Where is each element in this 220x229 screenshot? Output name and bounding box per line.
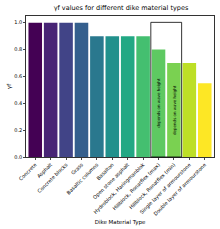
svg-text:Hydroblock, Haringmanblok: Hydroblock, Haringmanblok (92, 161, 146, 215)
svg-text:0.2: 0.2 (14, 127, 22, 133)
svg-text:0.0: 0.0 (14, 154, 22, 160)
svg-text:0.8: 0.8 (14, 46, 22, 52)
svg-text:Asphalt: Asphalt (36, 162, 54, 180)
svg-text:Basalton: Basalton (95, 162, 115, 182)
svg-text:γf: γf (6, 83, 13, 89)
svg-text:Concrete blocks: Concrete blocks (36, 161, 69, 194)
svg-text:Hillblock, Ronatflex (min): Hillblock, Ronatflex (min) (128, 161, 177, 210)
svg-text:0.6: 0.6 (14, 73, 22, 79)
svg-text:1.0: 1.0 (14, 19, 22, 25)
svg-text:Dike Material Type: Dike Material Type (95, 219, 146, 226)
svg-text:depends on wave height: depends on wave height (172, 85, 177, 135)
svg-text:Double layer of armourstone: Double layer of armourstone (152, 162, 208, 218)
svg-text:Grass: Grass (70, 161, 85, 176)
svg-text:depends on wave height: depends on wave height (156, 78, 161, 128)
svg-text:Single layer of armourstone: Single layer of armourstone (138, 162, 192, 216)
svg-text:Concrete: Concrete (18, 162, 38, 182)
svg-text:γf values for different dike m: γf values for different dike material ty… (54, 4, 189, 12)
svg-text:Basaltic columns: Basaltic columns (65, 161, 99, 195)
svg-text:Open stone asphalt: Open stone asphalt (91, 162, 131, 202)
svg-text:Hillblock, Ronatflex (max): Hillblock, Ronatflex (max) (111, 162, 161, 212)
svg-text:0.4: 0.4 (14, 100, 22, 106)
